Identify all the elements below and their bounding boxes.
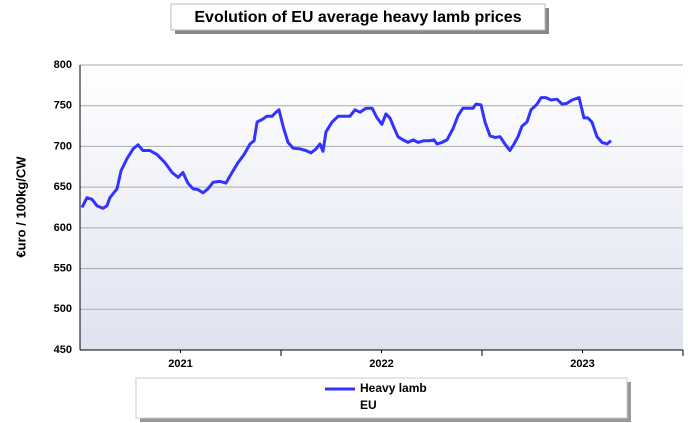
legend-note: EU (360, 398, 377, 412)
x-tick-label: 2021 (168, 358, 192, 370)
x-tick-label: 2022 (369, 358, 393, 370)
y-tick-label: 600 (54, 222, 72, 234)
legend-box (135, 377, 628, 419)
chart-title: Evolution of EU average heavy lamb price… (194, 9, 521, 26)
plot-area (80, 65, 683, 350)
y-axis-label: €uro / 100kg/CW (13, 156, 28, 258)
x-tick-label: 2023 (570, 358, 594, 370)
y-tick-label: 550 (54, 262, 72, 274)
y-tick-label: 750 (54, 100, 72, 112)
y-tick-label: 450 (54, 344, 72, 356)
legend-label: Heavy lamb (360, 381, 427, 395)
y-tick-label: 650 (54, 181, 72, 193)
data-line (80, 96, 612, 210)
title-box (170, 3, 546, 31)
y-tick-label: 500 (54, 303, 72, 315)
y-tick-label: 700 (54, 140, 72, 152)
y-tick-label: 800 (54, 59, 72, 71)
